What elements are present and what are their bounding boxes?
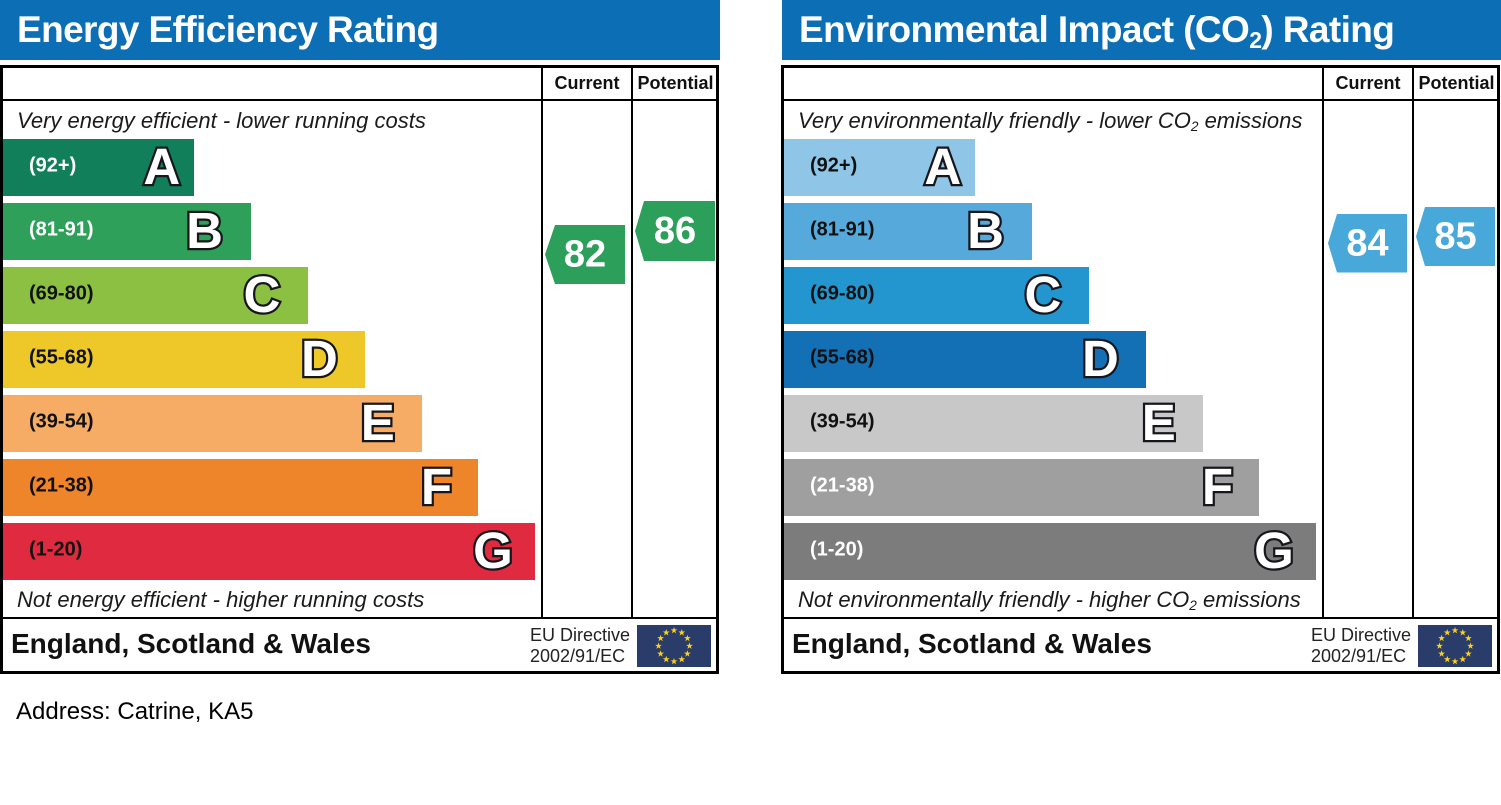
svg-text:E: E <box>361 394 395 451</box>
svg-text:D: D <box>301 330 338 387</box>
svg-text:B: B <box>186 202 223 259</box>
svg-text:G: G <box>473 522 513 579</box>
svg-text:G: G <box>1254 522 1294 579</box>
svg-text:A: A <box>143 138 180 195</box>
svg-text:82: 82 <box>564 234 606 276</box>
svg-text:E: E <box>1142 394 1176 451</box>
svg-text:B: B <box>967 202 1004 259</box>
svg-text:F: F <box>1202 458 1233 515</box>
svg-text:F: F <box>421 458 452 515</box>
svg-text:85: 85 <box>1434 216 1476 258</box>
svg-text:84: 84 <box>1346 222 1388 264</box>
svg-text:C: C <box>1024 266 1061 323</box>
svg-text:C: C <box>243 266 280 323</box>
svg-text:A: A <box>924 138 961 195</box>
svg-text:D: D <box>1082 330 1119 387</box>
svg-text:86: 86 <box>654 210 696 252</box>
